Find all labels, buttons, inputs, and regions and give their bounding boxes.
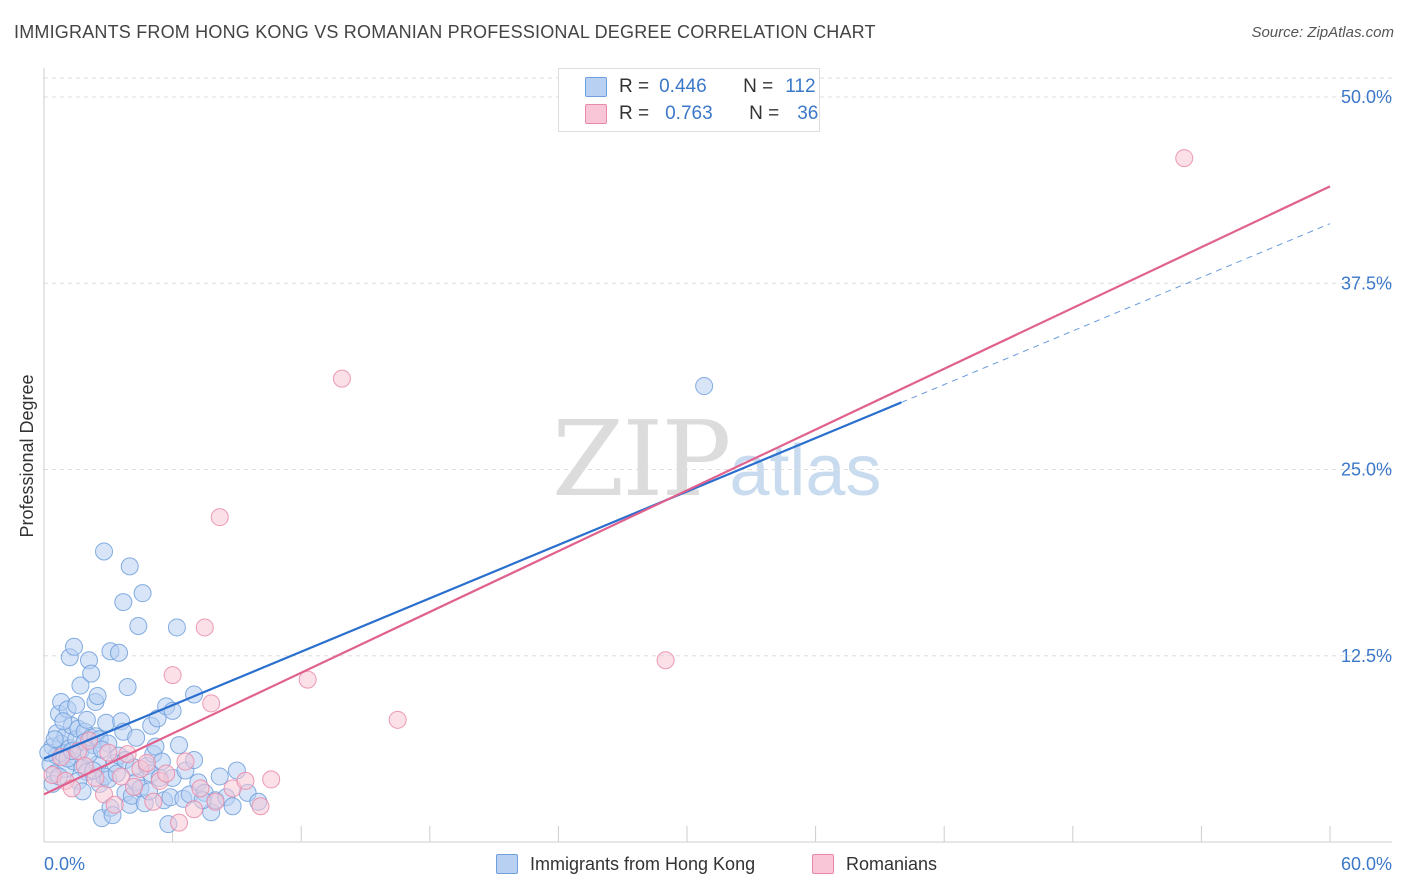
hong-kong-point xyxy=(114,593,133,612)
hong-kong-point xyxy=(95,542,114,561)
hong-kong-point xyxy=(133,584,152,603)
source-label: Source: ZipAtlas.com xyxy=(1251,24,1394,41)
y-tick-label: 37.5% xyxy=(1341,273,1392,293)
romanian-point xyxy=(163,666,182,685)
legend-r-label: R = xyxy=(619,103,650,124)
y-tick-label: 50.0% xyxy=(1341,87,1392,107)
hong-kong-point xyxy=(223,797,242,816)
label-layer: 12.5% 25.0% 37.5% 50.0% 0.0% 60.0% Professiona… xyxy=(17,87,1392,874)
romanian-point xyxy=(656,651,675,670)
stats-legend-row-romanians: R = 0.763 N = 36 xyxy=(585,102,818,126)
hong-kong-trendline-extension xyxy=(901,223,1331,403)
romanian-point xyxy=(112,767,131,786)
watermark: ZIPatlas xyxy=(552,398,881,520)
axis-layer xyxy=(43,68,1392,843)
watermark-zip: ZIP xyxy=(552,398,731,520)
romanian-point xyxy=(62,779,81,798)
romanian-point xyxy=(202,694,221,713)
x-tick-label: 60.0% xyxy=(1341,854,1392,874)
romanian-point xyxy=(206,792,225,811)
hong-kong-trendline xyxy=(43,401,902,760)
bottom-legend-hong-kong: Immigrants from Hong Kong xyxy=(496,852,755,876)
legend-swatch-pink xyxy=(585,104,607,124)
romanian-point xyxy=(144,792,163,811)
romanian-point xyxy=(176,752,195,771)
hong-kong-point xyxy=(118,678,137,697)
romanian-point xyxy=(99,743,118,762)
legend-swatch-blue xyxy=(585,77,607,97)
stats-legend: R = 0.446 N = 112 R = 0.763 N = 36 xyxy=(558,68,820,132)
bottom-legend-label: Immigrants from Hong Kong xyxy=(530,853,756,874)
hong-kong-point xyxy=(82,664,101,683)
hong-kong-point xyxy=(695,377,714,396)
legend-n-label: N = xyxy=(743,76,774,97)
romanian-point xyxy=(170,813,189,832)
hong-kong-point xyxy=(67,695,86,714)
hong-kong-point xyxy=(88,686,107,705)
hong-kong-point xyxy=(65,637,84,656)
watermark-atlas: atlas xyxy=(729,431,882,511)
y-axis-label: Professional Degree xyxy=(17,374,37,537)
legend-n-value: 112 xyxy=(785,76,816,97)
y-tick-label: 25.0% xyxy=(1341,460,1392,480)
romanian-point xyxy=(1175,149,1194,168)
romanian-point xyxy=(157,764,176,783)
x-tick-label: 0.0% xyxy=(44,854,85,874)
romanian-point xyxy=(191,779,210,798)
hong-kong-point xyxy=(210,767,229,786)
hong-kong-point xyxy=(167,618,186,637)
bottom-legend-swatch-pink xyxy=(812,854,834,874)
legend-n-value: 36 xyxy=(797,103,819,124)
y-tick-label: 12.5% xyxy=(1341,646,1392,666)
romanian-point xyxy=(332,369,351,388)
hong-kong-point xyxy=(77,710,96,729)
romanian-point xyxy=(185,800,204,819)
romanian-point xyxy=(137,754,156,773)
hong-kong-point xyxy=(127,728,146,747)
bottom-legend-label: Romanians xyxy=(846,853,938,874)
legend-r-value: 0.763 xyxy=(665,103,713,124)
romanian-point xyxy=(251,797,270,816)
legend-n-label: N = xyxy=(749,103,780,124)
chart-title: IMMIGRANTS FROM HONG KONG VS ROMANIAN PR… xyxy=(14,22,876,42)
romanian-point xyxy=(105,795,124,814)
hong-kong-point xyxy=(54,712,73,731)
romanian-point xyxy=(210,508,229,527)
hong-kong-point xyxy=(97,713,116,732)
romanian-point xyxy=(125,777,144,796)
points-layer xyxy=(39,149,1194,834)
hong-kong-point xyxy=(71,676,90,695)
romanian-point xyxy=(298,670,317,689)
hong-kong-point xyxy=(129,616,148,635)
stats-legend-row-hong-kong: R = 0.446 N = 112 xyxy=(585,75,816,99)
romanian-trendline xyxy=(43,185,1331,796)
bottom-legend-swatch-blue xyxy=(496,854,518,874)
bottom-legend-romanians: Romanians xyxy=(812,852,937,876)
hong-kong-point xyxy=(110,643,129,662)
hong-kong-point xyxy=(120,557,139,576)
legend-r-label: R = xyxy=(619,76,650,97)
romanian-point xyxy=(262,770,281,789)
romanian-point xyxy=(195,618,214,637)
legend-r-value: 0.446 xyxy=(659,76,707,97)
hong-kong-point xyxy=(170,736,189,755)
trend-layer xyxy=(43,185,1331,796)
romanian-point xyxy=(236,771,255,790)
romanian-point xyxy=(388,710,407,729)
hong-kong-point xyxy=(45,730,64,749)
